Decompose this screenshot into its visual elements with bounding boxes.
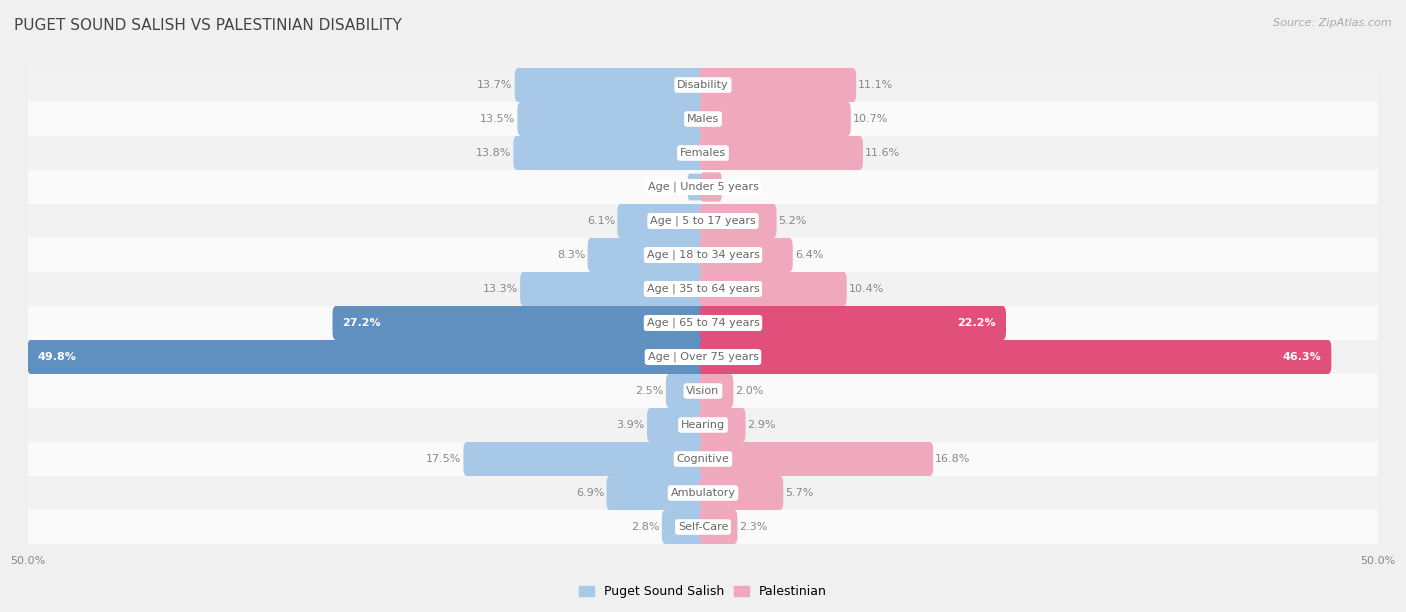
FancyBboxPatch shape (700, 238, 793, 272)
FancyBboxPatch shape (700, 68, 856, 102)
Legend: Puget Sound Salish, Palestinian: Puget Sound Salish, Palestinian (574, 580, 832, 603)
Text: 22.2%: 22.2% (957, 318, 995, 328)
FancyBboxPatch shape (617, 204, 706, 238)
Text: 10.7%: 10.7% (853, 114, 889, 124)
FancyBboxPatch shape (700, 476, 783, 510)
FancyBboxPatch shape (28, 306, 1378, 340)
FancyBboxPatch shape (28, 340, 706, 374)
Text: 6.1%: 6.1% (588, 216, 616, 226)
FancyBboxPatch shape (464, 442, 706, 476)
Text: Ambulatory: Ambulatory (671, 488, 735, 498)
FancyBboxPatch shape (666, 374, 706, 408)
Text: 2.5%: 2.5% (636, 386, 664, 396)
Text: 13.3%: 13.3% (482, 284, 517, 294)
Text: Age | 65 to 74 years: Age | 65 to 74 years (647, 318, 759, 328)
Text: Males: Males (688, 114, 718, 124)
FancyBboxPatch shape (28, 374, 1378, 408)
FancyBboxPatch shape (700, 510, 737, 544)
Text: Hearing: Hearing (681, 420, 725, 430)
Text: 6.9%: 6.9% (576, 488, 605, 498)
FancyBboxPatch shape (28, 476, 1378, 510)
Text: 5.2%: 5.2% (779, 216, 807, 226)
Text: 49.8%: 49.8% (38, 352, 76, 362)
Text: 2.3%: 2.3% (740, 522, 768, 532)
FancyBboxPatch shape (700, 204, 776, 238)
FancyBboxPatch shape (28, 102, 1378, 136)
Text: 13.7%: 13.7% (477, 80, 513, 90)
Text: Females: Females (681, 148, 725, 158)
Text: 10.4%: 10.4% (849, 284, 884, 294)
Text: 16.8%: 16.8% (935, 454, 970, 464)
Text: 8.3%: 8.3% (557, 250, 585, 260)
Text: 0.97%: 0.97% (650, 182, 685, 192)
FancyBboxPatch shape (700, 306, 1007, 340)
Text: Age | 5 to 17 years: Age | 5 to 17 years (650, 216, 756, 226)
Text: Age | Over 75 years: Age | Over 75 years (648, 352, 758, 362)
Text: Self-Care: Self-Care (678, 522, 728, 532)
FancyBboxPatch shape (28, 170, 1378, 204)
FancyBboxPatch shape (28, 238, 1378, 272)
FancyBboxPatch shape (700, 136, 863, 170)
FancyBboxPatch shape (28, 272, 1378, 306)
Text: 3.9%: 3.9% (617, 420, 645, 430)
FancyBboxPatch shape (515, 68, 706, 102)
FancyBboxPatch shape (662, 510, 706, 544)
Text: 13.8%: 13.8% (477, 148, 512, 158)
Text: Cognitive: Cognitive (676, 454, 730, 464)
FancyBboxPatch shape (647, 408, 706, 442)
FancyBboxPatch shape (28, 510, 1378, 544)
Text: 13.5%: 13.5% (479, 114, 516, 124)
FancyBboxPatch shape (606, 476, 706, 510)
FancyBboxPatch shape (520, 272, 706, 306)
FancyBboxPatch shape (513, 136, 706, 170)
FancyBboxPatch shape (28, 408, 1378, 442)
Text: 2.8%: 2.8% (631, 522, 659, 532)
Text: 6.4%: 6.4% (794, 250, 823, 260)
Text: Disability: Disability (678, 80, 728, 90)
FancyBboxPatch shape (332, 306, 706, 340)
FancyBboxPatch shape (700, 442, 934, 476)
FancyBboxPatch shape (700, 408, 745, 442)
Text: 17.5%: 17.5% (426, 454, 461, 464)
Text: 27.2%: 27.2% (343, 318, 381, 328)
FancyBboxPatch shape (28, 340, 1378, 374)
FancyBboxPatch shape (700, 272, 846, 306)
Text: 5.7%: 5.7% (786, 488, 814, 498)
FancyBboxPatch shape (700, 340, 1331, 374)
FancyBboxPatch shape (517, 102, 706, 136)
Text: 11.6%: 11.6% (865, 148, 900, 158)
Text: Source: ZipAtlas.com: Source: ZipAtlas.com (1274, 18, 1392, 28)
Text: 11.1%: 11.1% (858, 80, 893, 90)
FancyBboxPatch shape (28, 136, 1378, 170)
Text: Age | 18 to 34 years: Age | 18 to 34 years (647, 250, 759, 260)
FancyBboxPatch shape (588, 238, 706, 272)
FancyBboxPatch shape (28, 442, 1378, 476)
Text: Age | 35 to 64 years: Age | 35 to 64 years (647, 284, 759, 294)
Text: 2.0%: 2.0% (735, 386, 763, 396)
FancyBboxPatch shape (700, 374, 734, 408)
Text: Vision: Vision (686, 386, 720, 396)
FancyBboxPatch shape (700, 173, 721, 201)
Text: 2.9%: 2.9% (748, 420, 776, 430)
Text: 46.3%: 46.3% (1282, 352, 1322, 362)
FancyBboxPatch shape (700, 102, 851, 136)
FancyBboxPatch shape (28, 68, 1378, 102)
Text: PUGET SOUND SALISH VS PALESTINIAN DISABILITY: PUGET SOUND SALISH VS PALESTINIAN DISABI… (14, 18, 402, 34)
Text: Age | Under 5 years: Age | Under 5 years (648, 182, 758, 192)
FancyBboxPatch shape (28, 204, 1378, 238)
Text: 1.2%: 1.2% (724, 182, 754, 192)
FancyBboxPatch shape (688, 174, 704, 201)
